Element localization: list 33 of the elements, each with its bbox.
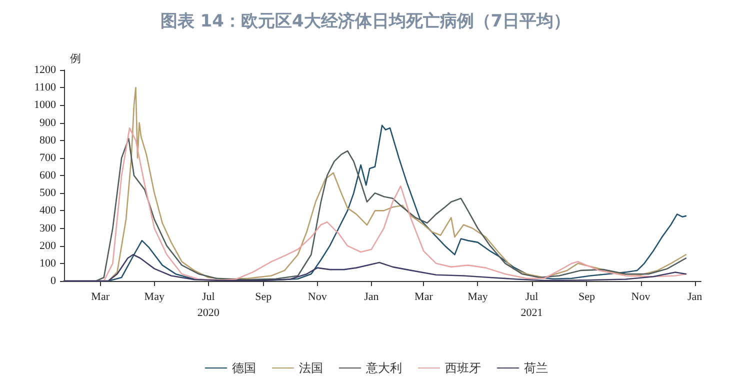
x-tick-label: Sep: [255, 291, 272, 303]
legend-label: 荷兰: [524, 361, 548, 375]
y-tick-label: 600: [40, 170, 56, 182]
y-tick-label: 400: [40, 204, 56, 217]
y-tick-label: 0: [50, 275, 56, 287]
x-tick-label: Jul 2021: [520, 291, 543, 319]
x-tick-label: Nov: [308, 291, 328, 303]
legend-label: 意大利: [365, 361, 402, 375]
line-series: [63, 254, 687, 282]
y-tick-label: 500: [40, 187, 56, 200]
legend-label: 法国: [299, 361, 323, 375]
x-tick-label: May: [144, 291, 165, 303]
y-tick-label: 100: [40, 257, 56, 270]
y-tick-label: 300: [40, 222, 56, 234]
y-tick-label: 900: [40, 116, 56, 129]
y-tick-label: 800: [40, 134, 56, 146]
y-axis-title: 例: [70, 52, 81, 65]
x-tick-label: Jan: [687, 291, 703, 303]
y-tick-label: 1200: [34, 64, 56, 76]
y-tick-label: 700: [40, 152, 56, 164]
y-tick-label: 1100: [34, 82, 56, 94]
y-tick-label: 200: [40, 240, 56, 252]
x-tick-label: Jan: [364, 291, 380, 303]
x-tick-label: Mar: [414, 291, 434, 303]
chart-title: 图表 14：欧元区4大经济体日均死亡病例（7日平均）: [160, 12, 571, 32]
legend-label: 西班牙: [445, 361, 481, 375]
legend-label: 德国: [232, 361, 256, 375]
x-tick-label: Mar: [91, 291, 110, 303]
x-tick-label: May: [468, 291, 488, 303]
x-tick-label: Sep: [578, 291, 596, 303]
y-tick-label: 1000: [34, 99, 56, 112]
x-tick-label: Nov: [631, 291, 651, 303]
x-tick-label: Jul 2020: [197, 291, 220, 319]
